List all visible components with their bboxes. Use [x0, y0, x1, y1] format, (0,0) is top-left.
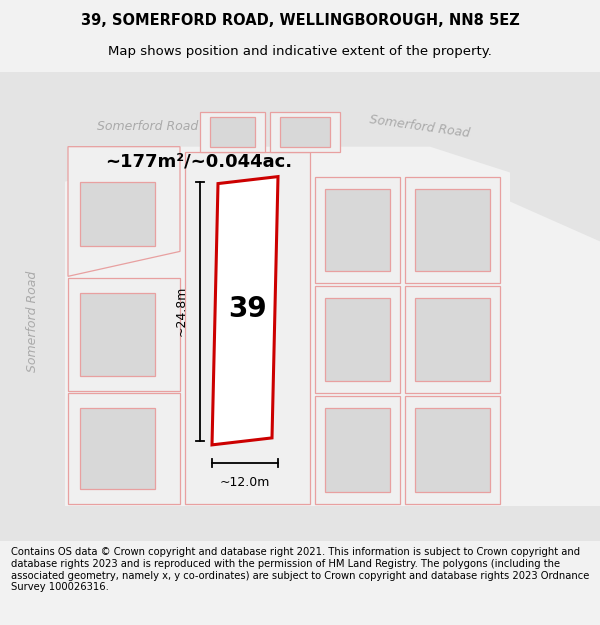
- Polygon shape: [80, 293, 155, 376]
- Polygon shape: [210, 117, 255, 147]
- Polygon shape: [200, 112, 265, 152]
- Polygon shape: [68, 147, 180, 276]
- Polygon shape: [315, 177, 400, 283]
- Polygon shape: [405, 177, 500, 283]
- Polygon shape: [405, 286, 500, 393]
- Polygon shape: [68, 278, 180, 391]
- Polygon shape: [0, 72, 600, 201]
- Polygon shape: [68, 393, 180, 504]
- Text: Contains OS data © Crown copyright and database right 2021. This information is : Contains OS data © Crown copyright and d…: [11, 548, 589, 592]
- Text: Somerford Road: Somerford Road: [25, 271, 38, 372]
- Polygon shape: [315, 396, 400, 504]
- Polygon shape: [0, 72, 65, 541]
- Polygon shape: [415, 189, 490, 271]
- Polygon shape: [325, 408, 390, 492]
- Polygon shape: [185, 152, 310, 504]
- Text: ~12.0m: ~12.0m: [220, 476, 270, 489]
- Polygon shape: [315, 286, 400, 393]
- Polygon shape: [510, 72, 600, 241]
- Polygon shape: [325, 189, 390, 271]
- Polygon shape: [80, 182, 155, 246]
- Text: Somerford Road: Somerford Road: [369, 113, 471, 140]
- Text: 39: 39: [229, 295, 268, 323]
- Polygon shape: [325, 298, 390, 381]
- Polygon shape: [405, 396, 500, 504]
- Polygon shape: [212, 177, 278, 445]
- Polygon shape: [270, 112, 340, 152]
- Polygon shape: [280, 117, 330, 147]
- Polygon shape: [80, 408, 155, 489]
- Text: Map shows position and indicative extent of the property.: Map shows position and indicative extent…: [108, 45, 492, 58]
- Text: ~177m²/~0.044ac.: ~177m²/~0.044ac.: [105, 152, 292, 171]
- Polygon shape: [415, 408, 490, 492]
- Text: ~24.8m: ~24.8m: [175, 286, 188, 336]
- Text: Somerford Road: Somerford Road: [97, 120, 199, 133]
- Polygon shape: [415, 298, 490, 381]
- Text: 39, SOMERFORD ROAD, WELLINGBOROUGH, NN8 5EZ: 39, SOMERFORD ROAD, WELLINGBOROUGH, NN8 …: [80, 12, 520, 28]
- Polygon shape: [0, 506, 600, 541]
